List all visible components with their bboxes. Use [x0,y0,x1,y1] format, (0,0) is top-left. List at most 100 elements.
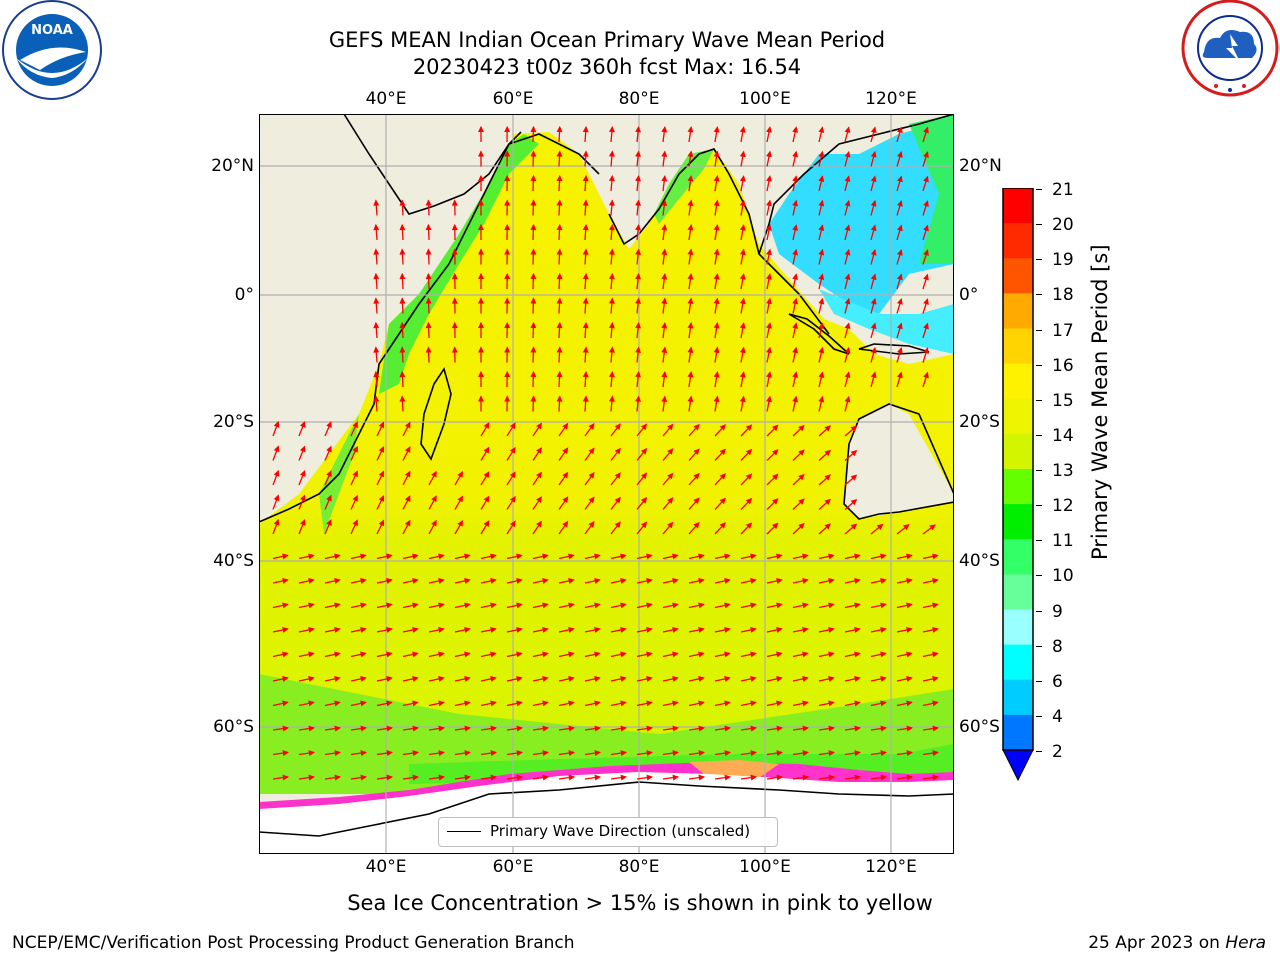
wave-arrow-head [457,519,464,527]
wave-arrow-head [582,395,589,402]
wave-arrow-head [556,297,563,304]
colorbar-tick-mark [1036,189,1042,190]
wave-arrow-head [698,602,705,609]
wave-arrow-head [698,774,705,781]
wave-arrow-head [399,346,406,353]
wave-arrow-head [530,248,537,255]
wave-arrow-head [661,125,668,133]
wave-arrow-head [464,578,471,584]
graticule [259,114,954,854]
wave-arrow-head [620,553,627,560]
wave-arrow-head [724,676,731,682]
wave-arrow-head [451,248,458,255]
wave-arrow-head [504,125,511,133]
top-lon-label: 80°E [618,89,660,109]
wave-arrow-head [308,602,315,609]
wave-arrow-head [798,473,805,481]
coast-seasia [758,114,954,255]
wave-arrow-head [478,223,484,231]
coast-africa [259,131,522,523]
wave-arrow-head [906,578,913,584]
right-lat-label: 20°S [959,412,1000,432]
wave-arrow-head [438,750,445,757]
wave-arrow-head [776,676,783,682]
wave-arrow-head [792,273,799,280]
wave-arrow-head [687,126,694,133]
wave-arrow-head [932,627,939,633]
wave-arrow-head [635,125,642,133]
wave-arrow-head [766,297,772,305]
credit-text: NCEP/EMC/Verification Post Processing Pr… [12,933,575,953]
colorbar-tick-label: 17 [1052,320,1074,341]
wave-arrow-head [399,272,406,280]
wave-arrow-head [646,602,653,609]
wave-arrow-head [745,448,753,456]
wave-arrow-head [530,346,537,353]
colorbar [1000,187,1036,784]
wave-arrow-head [876,523,884,530]
wave-arrow-head [672,774,679,781]
wave-arrow-head [334,774,341,781]
wave-arrow-head [896,224,903,232]
wave-arrow-head [308,553,315,560]
wave-arrow-head [373,223,380,231]
sea-ice-orange [689,760,779,778]
colorbar-segment [1003,679,1033,716]
wave-arrow-head [399,395,406,402]
colorbar-tick-label: 18 [1052,285,1074,306]
colorbar-tick-label: 11 [1052,531,1074,552]
colorbar-tick-mark [1036,434,1042,436]
wave-arrow-head [667,497,674,504]
wave-arrow-head [870,322,877,330]
colorbar-tick-label: 10 [1052,566,1074,587]
wave-arrow-head [672,553,679,560]
wave-arrow-head [870,224,877,232]
wave-arrow-head [828,553,835,560]
wave-arrow-head [923,273,929,281]
wave-arrow-head [693,521,700,529]
wave-arrow-head [594,627,601,633]
wave-arrow-head [792,199,799,207]
wave-arrow-head [516,750,523,757]
wave-arrow-head [854,553,861,560]
wave-arrow-head [693,497,700,504]
wave-arrow-head [530,125,537,133]
wave-arrow-head [646,553,653,560]
wave-arrow-head [698,627,705,633]
right-lat-label: 60°S [959,717,1000,737]
wave-arrow-head [438,676,445,682]
wave-arrow-head [818,297,825,305]
wave-arrow-head [412,578,419,584]
wave-arrow-head [896,298,903,305]
wave-arrow-head [516,725,523,732]
wave-arrow-head [880,725,887,732]
wave-arrow-head [594,553,601,560]
wave-arrow-head [568,651,575,658]
wave-arrow-head [724,700,731,707]
wave-arrow-head [386,676,393,682]
wave-arrow-head [844,150,851,158]
colorbar-segment [1003,328,1033,365]
wave-arrow-head [504,248,511,255]
wave-arrow-head [438,627,445,633]
wave-arrow-head [713,175,720,182]
wave-arrow-head [308,676,315,682]
wave-arrow-head [932,651,939,658]
wave-arrow-head [334,700,341,707]
wave-arrow-head [404,446,411,453]
wave-arrow-head [906,602,913,609]
wave-arrow-head [594,651,601,658]
wave-arrow-head [896,273,903,281]
wave-arrow-head [308,774,315,781]
wave-arrow-head [588,422,595,430]
wave-arrow-head [516,651,523,658]
wave-arrow-head [516,774,523,781]
wave-arrow-head [556,395,563,402]
wave-arrow-head [490,578,497,584]
wave-arrow-head [464,750,471,757]
colorbar-tick-mark [1036,575,1042,577]
wave-arrow-head [661,223,668,231]
wave-arrow-head [667,472,674,480]
wave-arrow-head [530,272,537,280]
wave-arrow-head [282,553,289,560]
